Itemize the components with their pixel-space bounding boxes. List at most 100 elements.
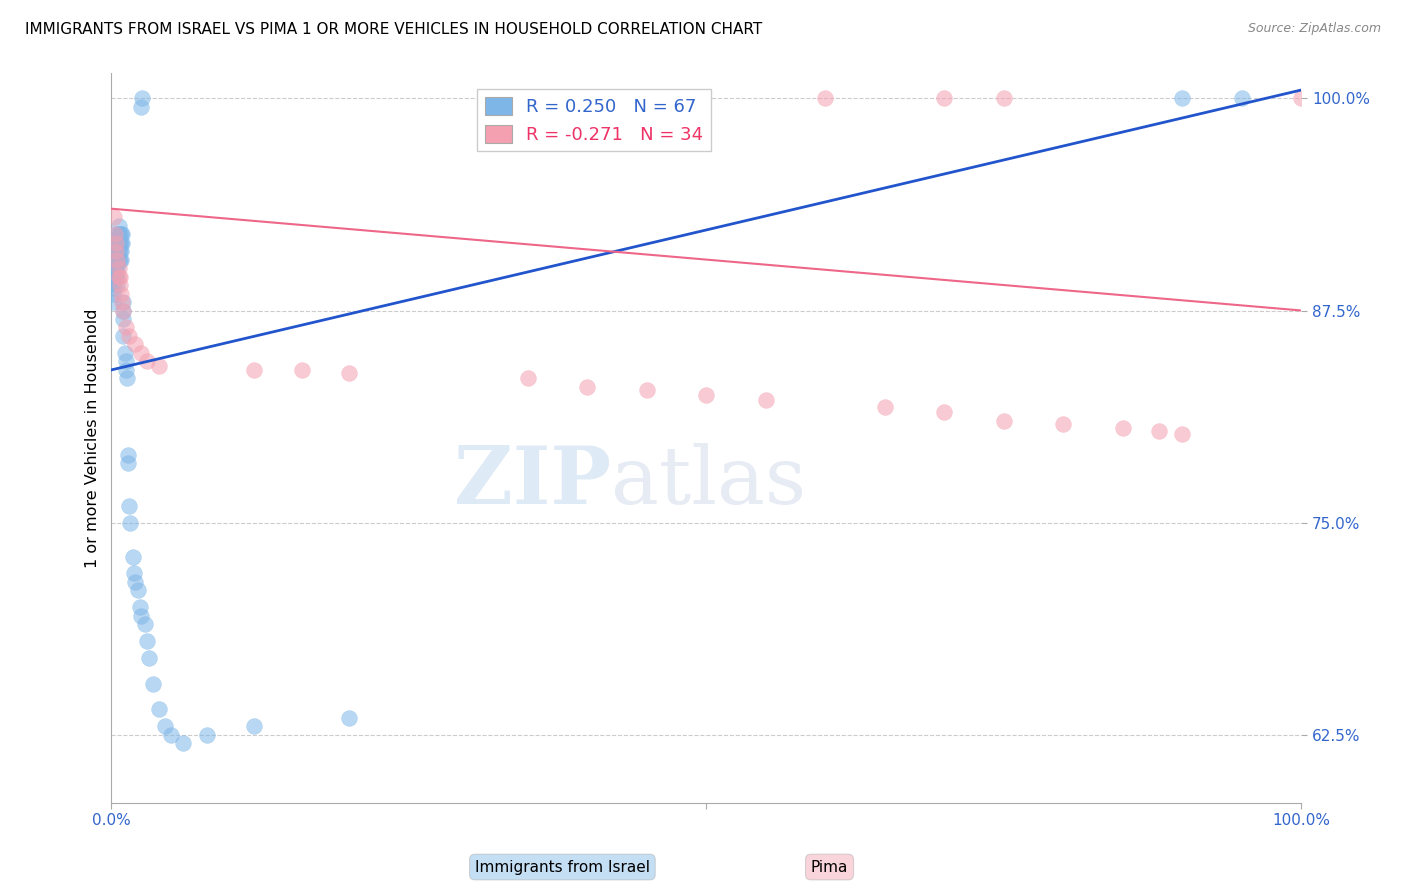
Point [136,634,159,648]
Point [108,227,131,242]
Point [114,320,136,334]
Point [105,278,128,293]
Point [1052,417,1074,432]
Point [105,269,128,284]
Point [112,295,135,310]
Point [112,303,135,318]
Point [105,256,128,270]
Point [195,728,218,742]
Point [814,91,837,105]
Point [112,312,135,326]
Point [112,303,135,318]
Point [107,235,129,250]
Point [291,363,314,377]
Point [138,651,160,665]
Point [127,583,149,598]
Point [172,736,194,750]
Point [1147,424,1170,438]
Point [134,617,156,632]
Point [695,388,717,402]
Point [993,414,1015,428]
Point [111,227,134,242]
Point [115,371,138,385]
Point [131,91,153,105]
Point [104,247,127,261]
Y-axis label: 1 or more Vehicles in Household: 1 or more Vehicles in Household [86,308,100,567]
Point [1171,91,1194,105]
Point [111,295,134,310]
Point [105,235,128,250]
Point [111,235,134,250]
Point [110,252,132,267]
Point [148,702,170,716]
Point [104,227,127,242]
Point [339,366,361,380]
Point [101,295,124,310]
Point [103,269,125,284]
Text: IMMIGRANTS FROM ISRAEL VS PIMA 1 OR MORE VEHICLES IN HOUSEHOLD CORRELATION CHART: IMMIGRANTS FROM ISRAEL VS PIMA 1 OR MORE… [25,22,762,37]
Point [105,252,128,267]
Point [105,261,128,276]
Point [129,100,152,114]
Point [110,244,132,259]
Legend: R = 0.250   N = 67, R = -0.271   N = 34: R = 0.250 N = 67, R = -0.271 N = 34 [478,89,710,152]
Point [755,393,778,408]
Point [118,329,141,343]
Point [114,354,136,368]
Point [107,227,129,242]
Point [243,719,266,733]
Point [103,281,125,295]
Point [1230,91,1253,105]
Point [160,728,183,742]
Point [108,244,131,259]
Point [1291,91,1313,105]
Point [110,235,132,250]
Point [136,354,159,368]
Text: ZIP: ZIP [454,442,612,521]
Point [104,269,127,284]
Text: Source: ZipAtlas.com: Source: ZipAtlas.com [1247,22,1381,36]
Text: Immigrants from Israel: Immigrants from Israel [475,860,650,874]
Text: Pima: Pima [811,860,848,874]
Point [124,337,146,351]
Point [117,448,139,462]
Point [101,286,124,301]
Point [121,549,143,564]
Point [114,346,136,360]
Point [107,244,129,259]
Point [105,227,128,242]
Point [105,252,128,267]
Point [105,247,128,261]
Point [110,286,132,301]
Point [104,261,127,276]
Point [1112,420,1135,434]
Text: atlas: atlas [612,442,807,521]
Point [105,244,128,259]
Point [118,499,141,513]
Point [108,252,131,267]
Point [105,244,128,259]
Point [576,380,599,394]
Point [105,230,128,244]
Point [117,456,139,470]
Point [129,346,152,360]
Point [107,261,129,276]
Point [108,235,131,250]
Point [148,359,170,374]
Point [104,256,127,270]
Point [339,711,361,725]
Point [103,261,125,276]
Point [105,269,128,284]
Point [153,719,176,733]
Point [103,210,125,224]
Point [108,278,131,293]
Point [129,600,152,615]
Point [934,91,956,105]
Point [124,574,146,589]
Point [110,227,132,242]
Point [129,608,152,623]
Point [120,516,142,530]
Point [993,91,1015,105]
Point [112,329,135,343]
Point [142,677,165,691]
